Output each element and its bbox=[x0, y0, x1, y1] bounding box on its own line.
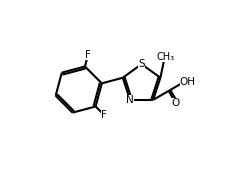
Text: CH₃: CH₃ bbox=[156, 52, 175, 62]
Text: O: O bbox=[171, 98, 180, 108]
Text: F: F bbox=[85, 50, 91, 60]
Text: N: N bbox=[126, 95, 134, 105]
Text: S: S bbox=[138, 59, 145, 69]
Text: F: F bbox=[101, 109, 107, 120]
Text: OH: OH bbox=[179, 77, 196, 87]
